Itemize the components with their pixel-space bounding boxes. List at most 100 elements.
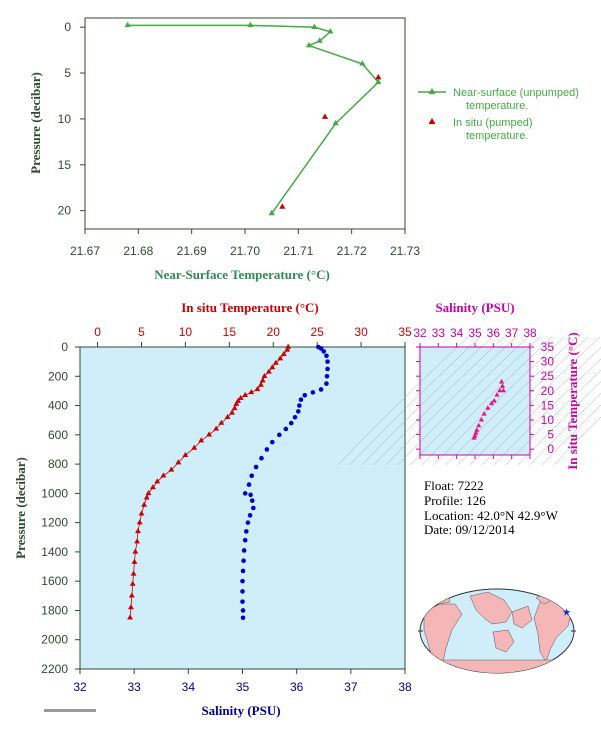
temperature-point	[191, 444, 198, 450]
near-surface-point	[124, 21, 131, 28]
date: Date: 09/12/2014	[424, 522, 515, 537]
density-contour	[457, 336, 589, 466]
pressure-tick-label: 1600	[41, 574, 68, 588]
density-contour	[469, 336, 601, 466]
profile-plot-background	[80, 347, 405, 669]
profile-ylabel: Pressure (decibar)	[13, 457, 28, 559]
pressure-tick-label: 600	[48, 428, 68, 442]
temperature-point	[145, 489, 152, 496]
float-location-marker	[562, 608, 571, 616]
ts-x-tick-label: 34	[450, 326, 464, 340]
near-surface-point	[247, 21, 254, 28]
temperature-point	[259, 377, 266, 383]
map-landmass	[469, 591, 513, 625]
ts-y-tick-label: 30	[541, 355, 555, 369]
ts-point	[488, 400, 495, 406]
footer-mark	[44, 709, 96, 712]
ts-point	[473, 430, 479, 435]
ts-point	[476, 422, 482, 428]
ts-point	[472, 433, 478, 438]
ts-y-tick-label: 15	[541, 398, 555, 412]
salinity-point	[242, 491, 248, 496]
salinity-axis-label: Salinity (PSU)	[201, 703, 280, 718]
location: Location: 42.0°N 42.9°W	[424, 508, 559, 523]
salinity-point	[253, 464, 259, 470]
salinity-point	[318, 387, 324, 392]
legend-surface-marker	[428, 88, 436, 94]
temperature-point	[280, 350, 287, 357]
salinity-point	[249, 498, 255, 503]
salinity-tick-label: 36	[290, 680, 304, 694]
salinity-point	[297, 403, 302, 408]
near-surface-y-tick-label: 10	[58, 112, 72, 126]
ts-point	[485, 405, 491, 410]
temperature-point	[131, 558, 138, 564]
ts-x-tick-label: 33	[432, 326, 446, 340]
float-star-icon	[562, 608, 571, 616]
density-contour	[337, 336, 469, 466]
temperature-point	[206, 431, 213, 437]
temperature-point	[265, 368, 272, 374]
pressure-tick-label: 1200	[41, 516, 68, 530]
temperature-point	[135, 528, 141, 534]
ts-x-tick-label: 37	[505, 326, 519, 340]
density-contour	[361, 336, 493, 466]
salinity-tick-label: 38	[398, 680, 412, 694]
salinity-point	[242, 537, 248, 543]
legend-insitu-marker	[428, 118, 436, 124]
ts-point	[481, 411, 487, 416]
salinity-point	[246, 482, 252, 487]
ts-x-tick-label: 32	[413, 326, 427, 340]
density-contour	[553, 416, 601, 466]
temperature-point	[154, 478, 161, 484]
near-surface-x-tick-label: 21.72	[337, 244, 367, 258]
salinity-point	[298, 397, 304, 402]
density-contour	[505, 369, 601, 466]
ts-x-tick-label: 35	[468, 326, 482, 340]
density-contour	[349, 336, 481, 466]
ts-xlabel: Salinity (PSU)	[435, 300, 514, 315]
temperature-point	[277, 355, 284, 361]
salinity-point	[324, 353, 329, 359]
map-land	[420, 591, 574, 673]
pressure-tick-label: 1800	[41, 603, 68, 617]
salinity-point	[241, 558, 246, 563]
temperature-point	[284, 346, 291, 352]
salinity-point	[240, 615, 246, 621]
salinity-point	[295, 409, 301, 414]
near-surface-ticks: 21.67 21.68 21.69 21.70 21.71 21.72 21.73 0 5 10 1…	[58, 20, 421, 258]
profile-chart: 0 5 10 15 20 25 30 35 32 33 34 35 36 37 38 0 200 400 600 80…	[13, 300, 412, 718]
salinity-point	[318, 346, 324, 351]
salinity-point	[321, 349, 327, 354]
temperature-point	[198, 437, 205, 443]
profile-ticks: 0 5 10 15 20 25 30 35 32 33 34 35 36 37 38 0 200 400 600 80…	[41, 325, 412, 694]
temperature-point	[127, 614, 134, 620]
ts-point	[478, 416, 485, 422]
temperature-point	[272, 359, 279, 365]
salinity-point	[302, 393, 308, 398]
density-contour	[409, 336, 541, 466]
temperature-point	[237, 394, 244, 400]
near-surface-y-tick-label: 0	[64, 20, 71, 34]
salinity-tick-label: 35	[236, 680, 250, 694]
near-surface-point	[332, 119, 339, 126]
temperature-point	[218, 419, 225, 425]
salinity-point	[251, 505, 256, 511]
salinity-tick-label: 32	[73, 680, 87, 694]
in-situ-point	[375, 74, 382, 80]
temperature-point	[127, 604, 134, 610]
salinity-tick-label: 34	[182, 680, 196, 694]
map-antarctica	[420, 659, 574, 673]
salinity-point	[259, 455, 264, 461]
near-surface-y-tick-label: 15	[58, 158, 72, 172]
near-surface-y-tick-label: 20	[58, 204, 72, 218]
near-surface-chart: 21.67 21.68 21.69 21.70 21.71 21.72 21.73 0 5 10 1…	[28, 17, 421, 282]
salinity-point	[324, 373, 330, 379]
near-surface-point	[316, 37, 323, 43]
ts-x-tick-label: 36	[487, 326, 501, 340]
near-surface-plot-frame	[84, 17, 406, 230]
temperature-tick-label: 30	[354, 325, 368, 339]
profile-number: Profile: 126	[424, 493, 486, 508]
legend-surface-label: Near-surface (unpumped) temperature.	[453, 87, 579, 112]
salinity-tick-label: 37	[344, 680, 358, 694]
